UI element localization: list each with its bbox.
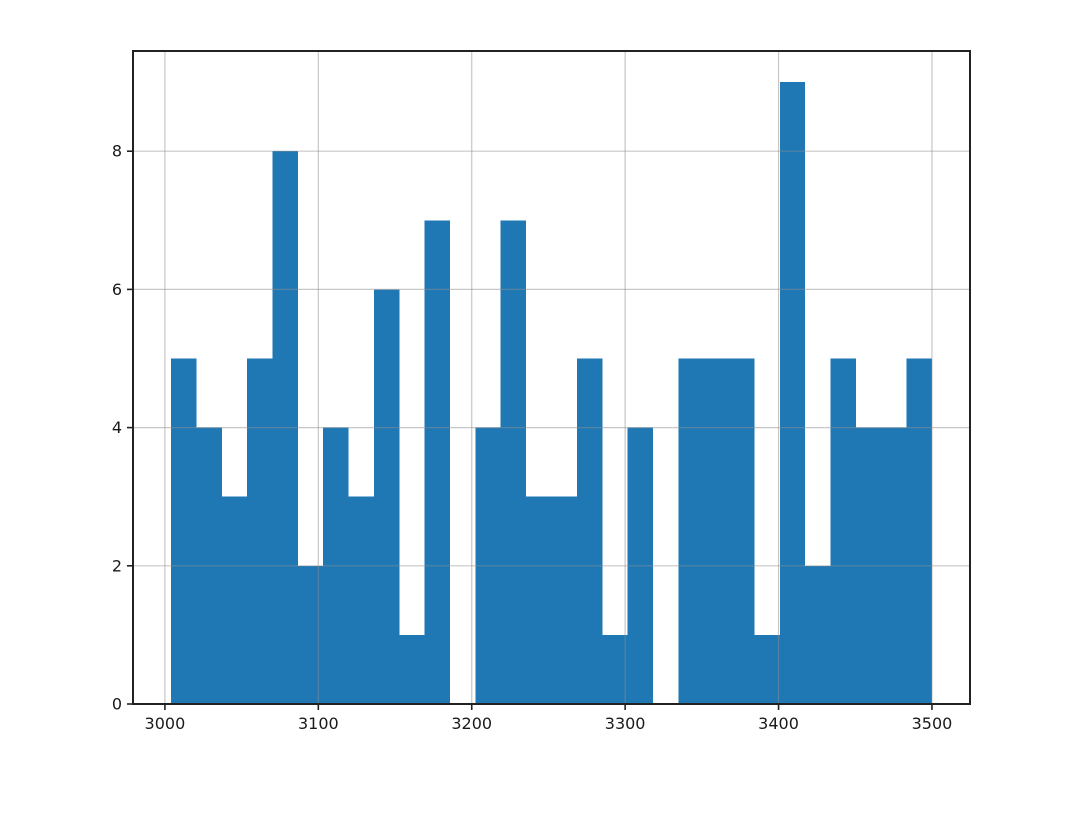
histogram-bar	[728, 358, 755, 704]
histogram-bar	[551, 496, 577, 704]
histogram-bar	[906, 358, 932, 704]
histogram-bar	[526, 496, 552, 704]
x-tick-label: 3400	[758, 714, 799, 733]
y-tick-label: 8	[112, 142, 122, 161]
x-tick-label: 3300	[605, 714, 646, 733]
histogram-bar	[830, 358, 856, 704]
histogram-bar	[171, 358, 197, 704]
histogram-bar	[348, 496, 375, 704]
histogram-bar	[221, 496, 248, 704]
histogram-bar	[247, 358, 273, 704]
histogram-bar	[805, 565, 831, 704]
histogram-bar	[754, 634, 780, 704]
histogram-bar	[602, 634, 628, 704]
histogram-bar	[399, 634, 425, 704]
y-tick-label: 6	[112, 280, 122, 299]
x-tick-label: 3200	[451, 714, 492, 733]
plot-frame	[132, 50, 971, 705]
y-tick-label: 2	[112, 556, 122, 575]
histogram-bar	[374, 289, 400, 704]
histogram-bar	[703, 358, 729, 704]
x-tick-label: 3500	[912, 714, 953, 733]
x-tick-label: 3000	[145, 714, 186, 733]
x-tick-label: 3100	[298, 714, 339, 733]
histogram-bar	[576, 358, 603, 704]
histogram-bar	[424, 220, 451, 704]
histogram-bar	[779, 82, 806, 705]
histogram-bar	[297, 565, 324, 704]
y-tick-label: 4	[112, 418, 122, 437]
y-tick-label: 0	[112, 695, 122, 714]
histogram-bar	[678, 358, 704, 704]
histogram-bar	[500, 220, 527, 704]
